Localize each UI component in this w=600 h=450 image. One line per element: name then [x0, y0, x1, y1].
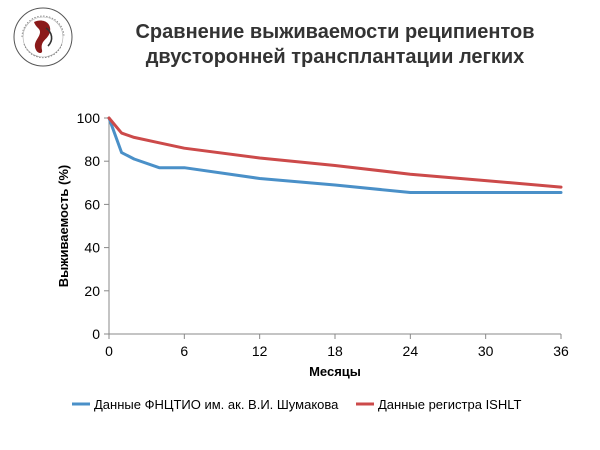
x-tick-label: 18 [327, 343, 343, 359]
series-line-1 [107, 116, 563, 194]
y-axis-title: Выживаемость (%) [56, 165, 71, 287]
x-tick-label: 0 [105, 343, 113, 359]
y-tick-label: 20 [84, 283, 100, 299]
legend-label-2: Данные регистра ISHLT [378, 397, 522, 412]
chart-title-line-1: Сравнение выживаемости реципиентов [135, 21, 535, 43]
institute-logo-seal [13, 7, 73, 67]
y-tick-label: 80 [84, 153, 100, 169]
legend-label-1: Данные ФНЦТИО им. ак. В.И. Шумакова [94, 397, 339, 412]
x-tick-label: 24 [403, 343, 419, 359]
y-tick-label: 0 [92, 326, 100, 342]
chart-title-line-2: двусторонней трансплантации легких [145, 46, 525, 68]
x-tick-label: 36 [553, 343, 569, 359]
y-tick-label: 100 [77, 110, 101, 126]
x-tick-label: 6 [180, 343, 188, 359]
x-tick-label: 12 [252, 343, 268, 359]
y-tick-label: 40 [84, 240, 100, 256]
x-axis-title: Месяцы [309, 364, 361, 379]
chart-title: Сравнение выживаемости реципиентов двуст… [100, 20, 570, 70]
y-tick-label: 60 [84, 196, 100, 212]
x-tick-label: 30 [478, 343, 494, 359]
series-line-2 [107, 116, 563, 189]
